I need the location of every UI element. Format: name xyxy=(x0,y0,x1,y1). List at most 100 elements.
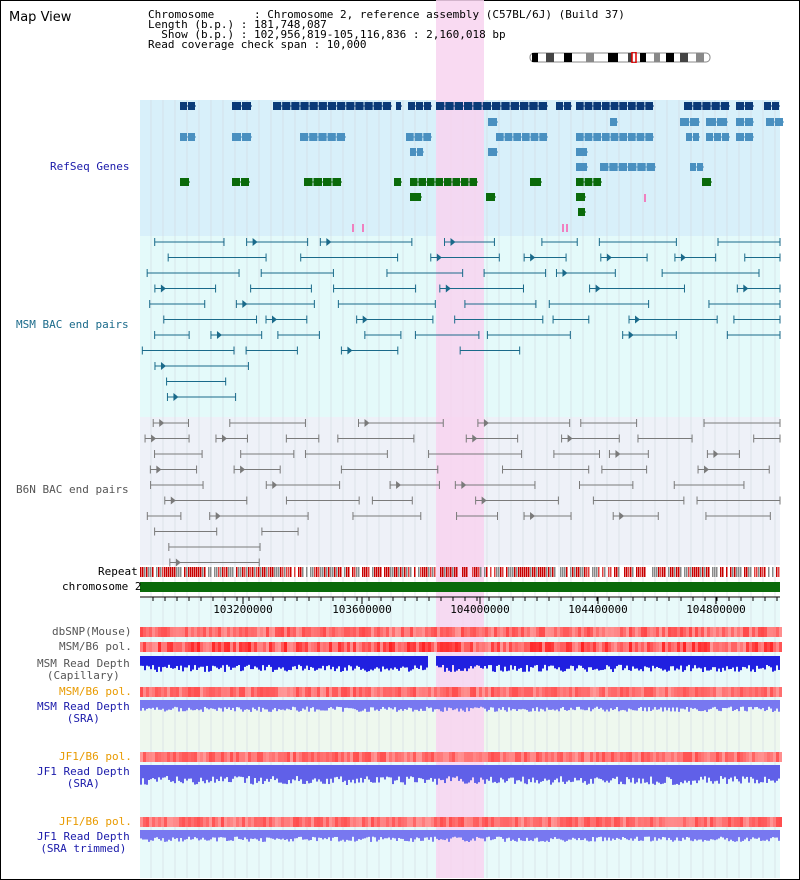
jf1-b6-pol-trimmed-cell xyxy=(662,817,665,827)
jf1-b6-pol-cell xyxy=(626,752,629,762)
msm-sra-depth-bar xyxy=(648,700,650,708)
dbsnp-cell xyxy=(428,627,431,637)
dbsnp-cell xyxy=(584,627,587,637)
jf1-b6-pol-trimmed-cell xyxy=(284,817,287,827)
jf1-b6-pol-trimmed-cell xyxy=(278,817,281,827)
track-label-jf1-b6-pol-trimmed[interactable]: JF1/B6 pol. xyxy=(59,815,132,828)
jf1-trimmed-depth-bar xyxy=(512,830,514,840)
msm-sra-depth-bar xyxy=(326,700,328,711)
msm-sra-depth-bar xyxy=(204,700,206,707)
jf1-b6-pol-trimmed-cell xyxy=(692,817,695,827)
msm-b6-pol-cell xyxy=(539,642,542,652)
msm-sra-depth-bar xyxy=(264,700,266,710)
repeat-element xyxy=(688,567,690,577)
repeat-element xyxy=(466,567,468,577)
msm-sra-depth-bar xyxy=(468,700,470,712)
track-label-msm-bac[interactable]: MSM BAC end pairs xyxy=(16,318,129,331)
msm-b6-pol-sra-cell xyxy=(722,687,725,697)
msm-capillary-depth-bar xyxy=(488,656,490,666)
ideogram-band xyxy=(586,53,594,62)
msm-capillary-depth-bar xyxy=(698,656,700,668)
msm-b6-pol-sra-cell xyxy=(764,687,767,697)
chromosome-ideogram[interactable] xyxy=(528,52,712,63)
msm-sra-depth-bar xyxy=(224,700,226,708)
track-label-msm-b6-pol[interactable]: MSM/B6 pol. xyxy=(59,640,132,653)
jf1-b6-pol-cell xyxy=(749,752,752,762)
track-label-msm-read-depth-capillary[interactable]: MSM Read Depth (Capillary) xyxy=(37,658,130,682)
track-label-dbsnp[interactable]: dbSNP(Mouse) xyxy=(52,625,132,638)
msm-bac-pair-arrow xyxy=(628,331,634,339)
jf1-b6-pol-trimmed-cell xyxy=(479,817,482,827)
jf1-trimmed-depth-bar xyxy=(324,830,326,839)
msm-b6-pol-sra-cell xyxy=(761,687,764,697)
msm-sra-depth-bar xyxy=(544,700,546,712)
jf1-sra-depth-bar xyxy=(378,765,380,783)
msm-sra-depth-bar xyxy=(372,700,374,708)
repeat-element xyxy=(608,567,610,577)
jf1-trimmed-depth-bar xyxy=(440,830,442,840)
msm-b6-pol-sra-cell xyxy=(596,687,599,697)
msm-sra-depth-bar xyxy=(704,700,706,711)
repeat-element xyxy=(626,567,628,577)
msm-b6-pol-cell xyxy=(389,642,392,652)
dbsnp-cell xyxy=(422,627,425,637)
jf1-trimmed-depth-bar xyxy=(216,830,218,842)
msm-b6-pol-cell xyxy=(485,642,488,652)
jf1-sra-depth-bar xyxy=(726,765,728,784)
jf1-trimmed-depth-bar xyxy=(464,830,466,842)
jf1-b6-pol-trimmed-cell xyxy=(560,817,563,827)
gene-exon xyxy=(436,102,445,110)
repeat-element xyxy=(762,567,764,577)
track-label-b6n-bac[interactable]: B6N BAC end pairs xyxy=(16,483,129,496)
track-label-msm-read-depth-sra[interactable]: MSM Read Depth (SRA) xyxy=(37,701,130,725)
msm-b6-pol-sra-cell xyxy=(473,687,476,697)
msm-b6-pol-sra-cell xyxy=(239,687,242,697)
msm-capillary-depth-bar xyxy=(156,656,158,672)
jf1-b6-pol-cell xyxy=(461,752,464,762)
msm-sra-depth-bar xyxy=(680,700,682,709)
jf1-b6-pol-trimmed-cell xyxy=(299,817,302,827)
jf1-trimmed-depth-bar xyxy=(708,830,710,841)
jf1-sra-depth-bar xyxy=(230,765,232,783)
repeat-element xyxy=(496,567,498,577)
track-label-jf1-read-depth-sra[interactable]: JF1 Read Depth (SRA) xyxy=(37,766,130,790)
jf1-sra-depth-bar xyxy=(566,765,568,782)
jf1-trimmed-depth-bar xyxy=(488,830,490,837)
gene-exon xyxy=(584,102,593,110)
jf1-b6-pol-cell xyxy=(170,752,173,762)
jf1-sra-depth-bar xyxy=(454,765,456,778)
jf1-b6-pol-cell xyxy=(197,752,200,762)
msm-sra-depth-bar xyxy=(596,700,598,707)
jf1-trimmed-depth-bar xyxy=(622,830,624,837)
jf1-trimmed-depth-bar xyxy=(676,830,678,838)
jf1-b6-pol-cell xyxy=(590,752,593,762)
track-label-jf1-read-depth-trimmed[interactable]: JF1 Read Depth (SRA trimmed) xyxy=(37,831,130,855)
jf1-trimmed-depth-bar xyxy=(778,830,780,841)
jf1-sra-depth-bar xyxy=(376,765,378,778)
jf1-b6-pol-cell xyxy=(398,752,401,762)
msm-sra-depth-bar xyxy=(394,700,396,708)
msm-capillary-depth-bar xyxy=(772,656,774,672)
jf1-sra-depth-bar xyxy=(418,765,420,778)
jf1-trimmed-depth-bar xyxy=(702,830,704,842)
jf1-sra-depth-bar xyxy=(560,765,562,777)
gene-exon xyxy=(720,102,729,110)
msm-b6-pol-cell xyxy=(737,642,740,652)
jf1-sra-depth-bar xyxy=(248,765,250,777)
jf1-trimmed-depth-bar xyxy=(690,830,692,841)
msm-capillary-depth-bar xyxy=(728,656,730,670)
jf1-trimmed-depth-bar xyxy=(362,830,364,839)
msm-capillary-depth-bar xyxy=(150,656,152,670)
msm-sra-depth-bar xyxy=(248,700,250,710)
msm-b6-pol-cell xyxy=(248,642,251,652)
msm-sra-depth-bar xyxy=(536,700,538,708)
repeat-element xyxy=(562,567,564,577)
track-label-refseq[interactable]: RefSeq Genes xyxy=(50,160,130,173)
msm-b6-pol-cell xyxy=(482,642,485,652)
track-label-msm-b6-pol-sra[interactable]: MSM/B6 pol. xyxy=(59,685,132,698)
track-label-jf1-b6-pol[interactable]: JF1/B6 pol. xyxy=(59,750,132,763)
gene-marker xyxy=(644,194,646,202)
msm-sra-depth-bar xyxy=(196,700,198,710)
msm-sra-depth-bar xyxy=(432,700,434,712)
